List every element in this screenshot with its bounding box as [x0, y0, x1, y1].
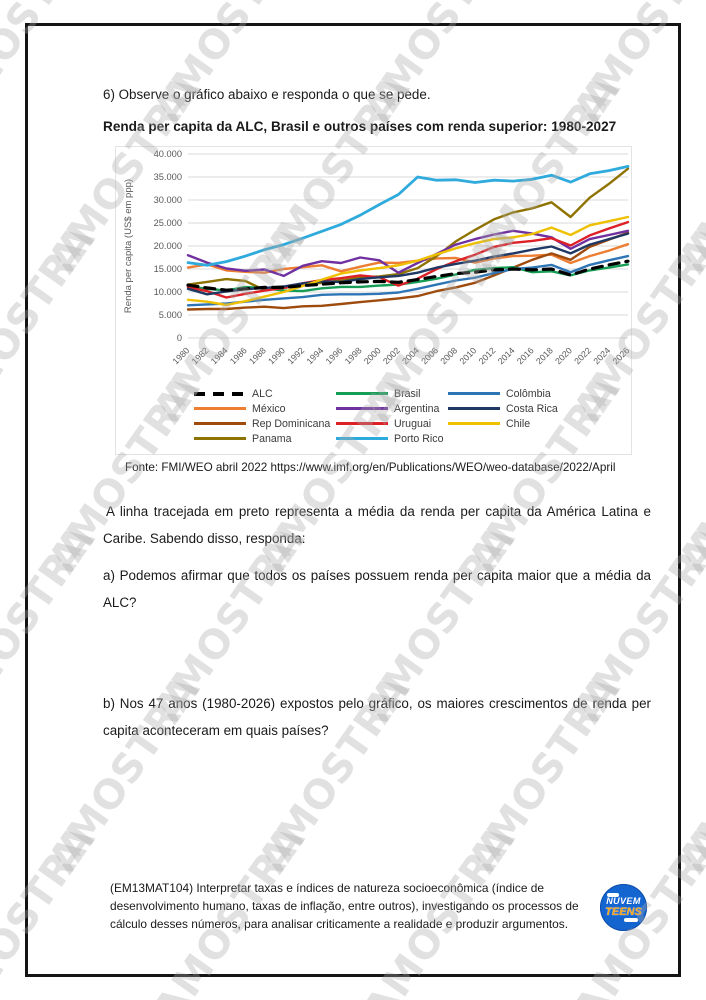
x-tick-label: 1980 — [170, 345, 191, 366]
y-tick-label: 40.000 — [154, 149, 182, 159]
legend-item-Rep Dominicana: Rep Dominicana — [194, 416, 336, 431]
y-tick-label: 30.000 — [154, 195, 182, 205]
legend-item-Uruguai: Uruguai — [336, 416, 448, 431]
x-tick-label: 2002 — [381, 345, 402, 366]
x-tick-label: 1994 — [304, 345, 325, 366]
x-tick-label: 1982 — [190, 345, 211, 366]
cloud-icon — [624, 918, 638, 922]
x-tick-label: 2010 — [457, 345, 478, 366]
legend-swatch — [448, 392, 500, 395]
x-tick-label: 1986 — [228, 345, 249, 366]
x-tick-label: 1990 — [266, 345, 287, 366]
chart-title: Renda per capita da ALC, Brasil e outros… — [103, 119, 617, 134]
y-tick-label: 10.000 — [154, 287, 182, 297]
chart-plot-area: 40.000 35.000 30.000 25.000 20.000 15.000 10.0… — [154, 149, 631, 366]
logo-line1: NUVEM — [606, 896, 641, 906]
footer-skill-text: (EM13MAT104) Interpretar taxas e índices… — [110, 881, 579, 932]
y-tick-label: 0 — [177, 333, 182, 343]
series-line-Colômbia — [186, 254, 630, 307]
x-tick-label: 2026 — [610, 345, 631, 366]
x-tick-label: 2000 — [362, 345, 383, 366]
x-tick-label: 2012 — [477, 345, 498, 366]
x-tick-label: 1992 — [285, 345, 306, 366]
x-tick-label: 1984 — [209, 345, 230, 366]
series-line-Chile — [186, 215, 630, 307]
paragraph-alc-note: A linha tracejada em preto representa a … — [103, 504, 651, 546]
legend-item-ALC: ALC — [194, 386, 336, 401]
legend-label: Rep Dominicana — [252, 417, 331, 430]
legend-swatch — [194, 437, 246, 440]
legend-swatch — [336, 407, 388, 410]
logo-line2: TEENS — [605, 906, 642, 918]
legend-swatch — [194, 407, 246, 410]
y-tick-label: 20.000 — [154, 241, 182, 251]
legend-item-Colômbia: Colômbia — [448, 386, 558, 401]
legend-label: ALC — [252, 387, 273, 400]
income-line-chart: Renda per capita (US$ em ppp) 40.000 35.0… — [115, 146, 632, 455]
x-tick-label: 2014 — [496, 345, 517, 366]
legend-swatch — [336, 392, 388, 395]
x-tick-label: 2024 — [591, 345, 612, 366]
chart-legend: ALC México Rep Dominicana Panama Brasil Argen… — [194, 386, 558, 446]
legend-label: Porto Rico — [394, 432, 444, 445]
y-tick-label: 5.000 — [159, 310, 182, 320]
x-tick-label: 1998 — [343, 345, 364, 366]
legend-item-México: México — [194, 401, 336, 416]
cloud-icon — [607, 893, 619, 897]
legend-item-Chile: Chile — [448, 416, 558, 431]
legend-swatch — [336, 437, 388, 440]
x-tick-label: 1996 — [324, 345, 345, 366]
legend-item-Porto Rico: Porto Rico — [336, 431, 448, 446]
x-tick-label: 1988 — [247, 345, 268, 366]
legend-label: México — [252, 402, 286, 415]
question-a: a) Podemos afirmar que todos os países p… — [103, 568, 651, 610]
legend-item-Argentina: Argentina — [336, 401, 448, 416]
legend-swatch — [448, 422, 500, 425]
question-intro: 6) Observe o gráfico abaixo e responda o… — [103, 87, 431, 102]
x-tick-label: 2006 — [419, 345, 440, 366]
series-line-Porto Rico — [186, 164, 630, 267]
question-b: b) Nos 47 anos (1980-2026) expostos pelo… — [103, 696, 651, 738]
y-tick-label: 15.000 — [154, 264, 182, 274]
legend-item-Costa Rica: Costa Rica — [448, 401, 558, 416]
legend-label: Brasil — [394, 387, 421, 400]
source-caption: Fonte: FMI/WEO abril 2022 https://www.im… — [125, 461, 616, 474]
legend-label: Costa Rica — [506, 402, 558, 415]
x-tick-label: 2008 — [438, 345, 459, 366]
series-line-ALC — [186, 259, 630, 292]
y-tick-label: 25.000 — [154, 218, 182, 228]
legend-label: Uruguai — [394, 417, 432, 430]
legend-swatch — [336, 422, 388, 425]
x-tick-label: 2018 — [534, 345, 555, 366]
legend-label: Argentina — [394, 402, 440, 415]
legend-label: Panama — [252, 432, 292, 445]
series-line-Rep Dominicana — [186, 231, 630, 311]
legend-item-Brasil: Brasil — [336, 386, 448, 401]
legend-label: Chile — [506, 417, 531, 430]
legend-swatch — [194, 422, 246, 425]
page-border-frame — [25, 23, 681, 977]
legend-swatch — [194, 391, 246, 396]
legend-swatch — [448, 407, 500, 410]
x-tick-label: 2016 — [515, 345, 536, 366]
nuvem-teens-logo: NUVEM TEENS — [600, 884, 647, 931]
legend-label: Colômbia — [506, 387, 551, 400]
x-tick-label: 2020 — [553, 345, 574, 366]
y-tick-label: 35.000 — [154, 172, 182, 182]
legend-item-Panama: Panama — [194, 431, 336, 446]
x-tick-label: 2022 — [572, 345, 593, 366]
x-tick-label: 2004 — [400, 345, 421, 366]
